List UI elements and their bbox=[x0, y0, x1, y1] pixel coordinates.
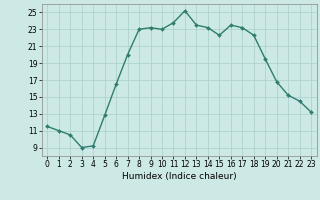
X-axis label: Humidex (Indice chaleur): Humidex (Indice chaleur) bbox=[122, 172, 236, 181]
